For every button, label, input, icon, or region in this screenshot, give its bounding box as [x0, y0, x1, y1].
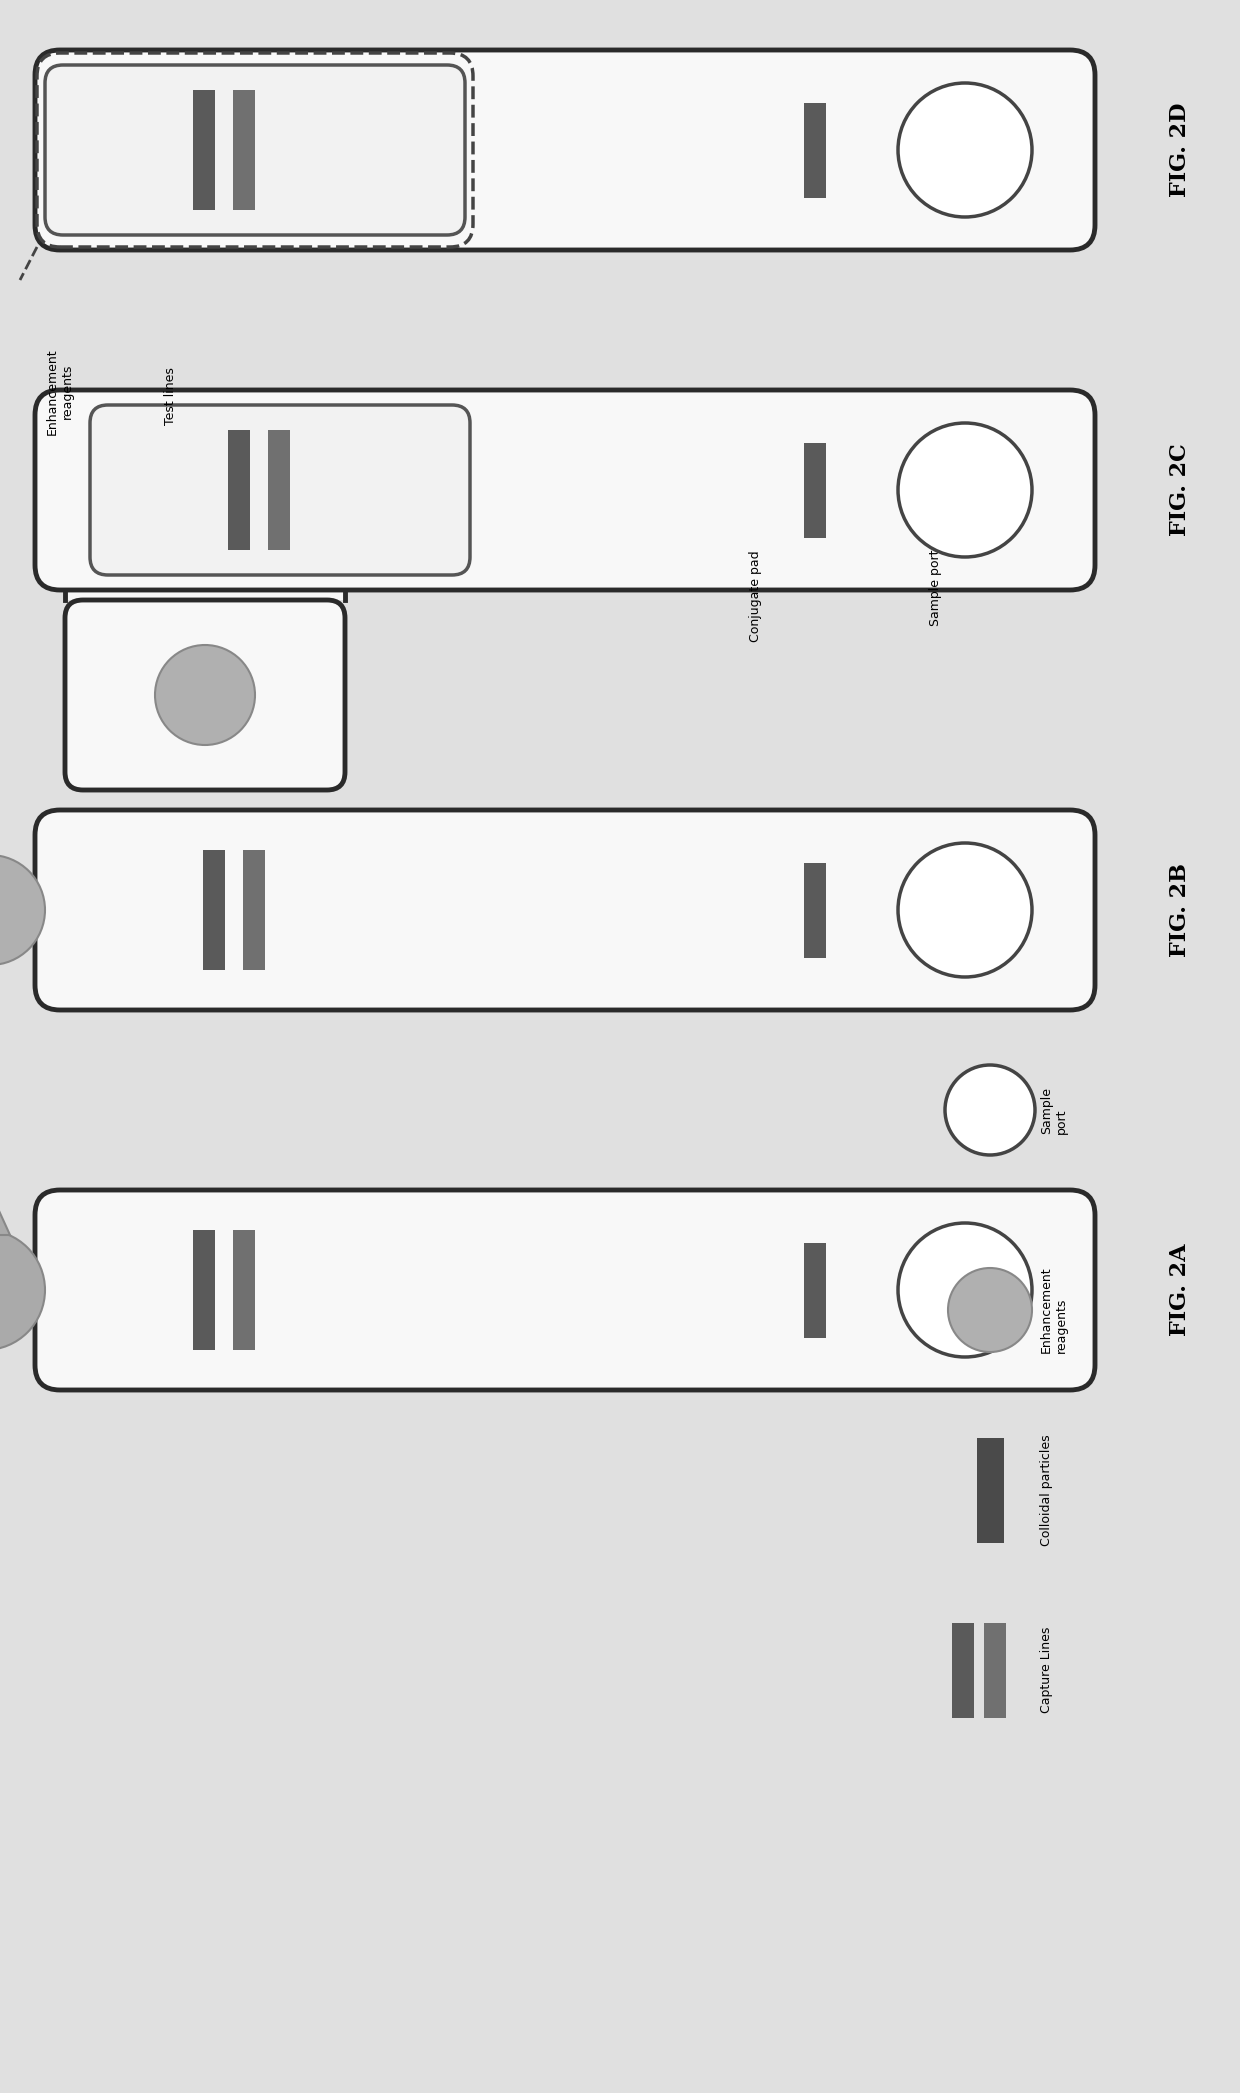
FancyBboxPatch shape — [35, 810, 1095, 1011]
Text: Enhancement
reagents: Enhancement reagents — [1040, 1266, 1068, 1354]
Circle shape — [0, 1231, 45, 1350]
Bar — [243, 850, 265, 969]
Circle shape — [949, 1268, 1032, 1352]
Text: FIG. 2A: FIG. 2A — [1169, 1243, 1190, 1335]
Bar — [233, 1231, 255, 1350]
Bar — [228, 429, 250, 550]
FancyBboxPatch shape — [91, 406, 470, 576]
Bar — [193, 90, 215, 209]
Polygon shape — [0, 1180, 10, 1235]
Text: Enhancement
reagents: Enhancement reagents — [46, 347, 74, 435]
Text: Sample port: Sample port — [929, 550, 941, 626]
Text: Conjugate pad: Conjugate pad — [749, 550, 761, 643]
Bar — [977, 1438, 1003, 1543]
Circle shape — [898, 84, 1032, 218]
Bar — [233, 90, 255, 209]
Text: Colloidal particles: Colloidal particles — [1040, 1434, 1053, 1547]
Circle shape — [0, 856, 45, 965]
FancyBboxPatch shape — [64, 601, 345, 789]
Circle shape — [898, 423, 1032, 557]
Bar — [804, 103, 826, 197]
Bar — [804, 862, 826, 957]
Circle shape — [898, 843, 1032, 977]
Circle shape — [945, 1065, 1035, 1155]
Bar — [804, 442, 826, 538]
Text: FIG. 2C: FIG. 2C — [1169, 444, 1190, 536]
Bar — [804, 1243, 826, 1337]
Text: Test lines: Test lines — [164, 366, 176, 425]
FancyBboxPatch shape — [35, 50, 1095, 249]
Bar — [193, 1231, 215, 1350]
FancyBboxPatch shape — [35, 1191, 1095, 1390]
Text: Sample
port: Sample port — [1040, 1086, 1068, 1134]
Text: Capture Lines: Capture Lines — [1040, 1626, 1053, 1714]
Text: FIG. 2B: FIG. 2B — [1169, 862, 1190, 957]
Circle shape — [155, 645, 255, 745]
Bar — [985, 1622, 1006, 1718]
Circle shape — [898, 1222, 1032, 1356]
FancyBboxPatch shape — [45, 65, 465, 234]
Bar — [952, 1622, 973, 1718]
FancyBboxPatch shape — [35, 389, 1095, 590]
Text: FIG. 2D: FIG. 2D — [1169, 103, 1190, 197]
Bar — [268, 429, 290, 550]
Bar — [203, 850, 224, 969]
Bar — [64, 590, 345, 601]
